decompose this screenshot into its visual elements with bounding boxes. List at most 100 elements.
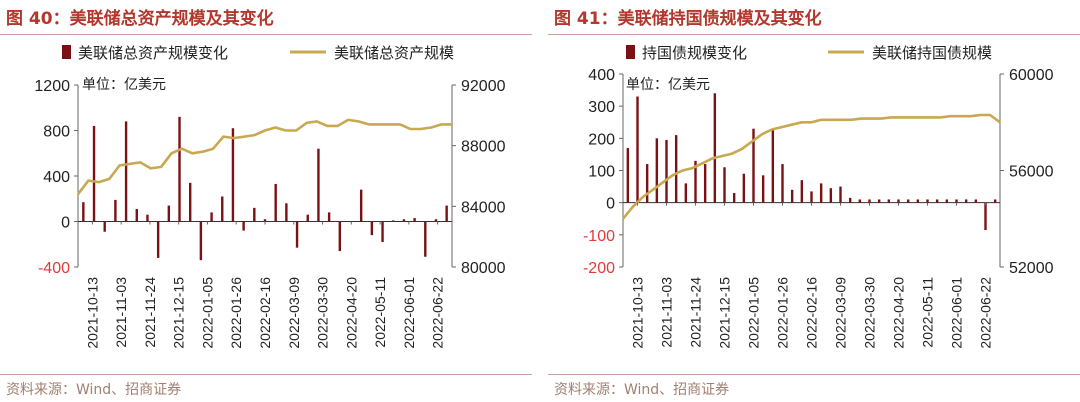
x-tick-label: 2022-04-20 [343, 277, 359, 349]
title-divider [548, 34, 1080, 35]
bar [897, 199, 900, 203]
bar [655, 138, 659, 203]
x-tick-label: 2022-06-01 [949, 277, 965, 349]
bar [848, 197, 852, 203]
bar [124, 121, 128, 222]
left-tick-label: 200 [588, 131, 615, 148]
bar [231, 128, 235, 222]
left-tick-label: 400 [43, 169, 70, 186]
figure-40-chart: 美联储总资产规模变化 美联储总资产规模 -400 0 400 800 1200 80000 84… [34, 45, 506, 349]
x-tick-label: 2022-03-09 [833, 277, 849, 349]
bar [645, 164, 649, 203]
bar [993, 199, 997, 203]
bar [359, 189, 363, 222]
figure-41-chart: 持国债规模变化 美联储持国债规模 -200 -100 0 100 200 300 400 5200… [583, 45, 1054, 349]
bar [199, 221, 203, 261]
bar [146, 214, 149, 222]
bar [887, 199, 891, 203]
x-tick-label: 2021-12-15 [171, 277, 187, 349]
bar [771, 128, 775, 203]
source-divider [548, 374, 1080, 375]
unit-label: 单位：亿美元 [82, 76, 166, 92]
bar [945, 199, 949, 203]
bar [445, 205, 448, 222]
figure-40-panel: 图 40：美联储总资产规模及其变化 美联储总资产规模变化 美联储总资产规模 -400… [0, 0, 532, 402]
x-tick-label: 2022-01-26 [775, 277, 791, 349]
bar [964, 199, 968, 203]
x-tick-label: 2022-03-30 [862, 277, 878, 349]
unit-label: 单位：亿美元 [626, 76, 710, 92]
bar [189, 182, 192, 222]
bar [781, 164, 784, 203]
x-tick-label: 2021-11-03 [113, 277, 129, 348]
bar [285, 203, 288, 222]
bar [253, 207, 256, 222]
series-line [621, 113, 1001, 220]
right-tick-label: 80000 [461, 260, 506, 277]
bar [926, 199, 929, 203]
source-divider [0, 374, 532, 375]
x-tick-label: 2022-06-01 [401, 277, 417, 349]
bar [984, 202, 987, 231]
x-tick-label: 2022-02-16 [257, 277, 273, 349]
x-tick-label: 2022-02-16 [804, 277, 820, 349]
legend-label-line: 美联储持国债规模 [872, 45, 992, 62]
series-line [76, 118, 452, 195]
source-note: 资料来源：Wind、招商证券 [554, 382, 730, 398]
bar [135, 208, 138, 222]
right-tick-label: 84000 [461, 199, 506, 216]
x-tick-label: 2022-06-22 [978, 277, 994, 349]
x-tick-label: 2022-03-30 [315, 277, 331, 349]
x-tick-label: 2021-11-24 [688, 277, 704, 348]
bar [906, 199, 910, 203]
x-tick-label: 2022-06-22 [430, 277, 446, 349]
bar [381, 221, 384, 242]
legend-swatch-bar [62, 45, 71, 59]
bar [732, 193, 736, 203]
bar [742, 173, 746, 203]
bar [790, 189, 794, 203]
bar [974, 199, 978, 203]
legend-label-bar: 持国债规模变化 [642, 45, 747, 62]
bar [665, 139, 668, 203]
bar [295, 221, 299, 248]
figure-41-panel: 图 41：美联储持国债规模及其变化 持国债规模变化 美联储持国债规模 -200 -10… [548, 0, 1080, 402]
bar [761, 175, 765, 203]
x-tick-label: 2021-10-13 [84, 277, 100, 349]
bar [935, 199, 939, 203]
bar [349, 221, 352, 223]
bar [636, 96, 639, 203]
left-tick-label: 300 [588, 99, 615, 116]
bar [114, 199, 117, 222]
bar [242, 221, 245, 231]
bar [221, 196, 224, 222]
bar [752, 128, 755, 203]
chart-title: 图 41：美联储持国债规模及其变化 [554, 9, 822, 29]
bar [156, 221, 160, 258]
x-tick-label: 2022-03-09 [286, 277, 302, 349]
x-tick-label: 2022-05-11 [920, 277, 936, 348]
right-tick-label: 56000 [1009, 164, 1054, 181]
left-tick-label: -200 [583, 260, 615, 277]
bar [723, 167, 726, 203]
left-tick-label: 1200 [34, 78, 70, 95]
left-tick-label: -400 [38, 260, 70, 277]
bar [210, 212, 213, 222]
bar [274, 183, 277, 222]
bar [263, 219, 267, 222]
bar [877, 199, 881, 203]
bar [317, 148, 320, 222]
left-tick-label: 0 [61, 215, 70, 232]
right-tick-label: 52000 [1009, 260, 1054, 277]
bar [858, 199, 862, 203]
bar [424, 221, 427, 257]
bar [868, 199, 871, 203]
bar [703, 164, 707, 203]
bar [167, 205, 171, 222]
x-tick-label: 2021-10-13 [630, 277, 646, 349]
bar [402, 219, 406, 222]
bar [819, 183, 823, 203]
chart-title: 图 40：美联储总资产规模及其变化 [6, 9, 274, 29]
bar [684, 183, 688, 203]
